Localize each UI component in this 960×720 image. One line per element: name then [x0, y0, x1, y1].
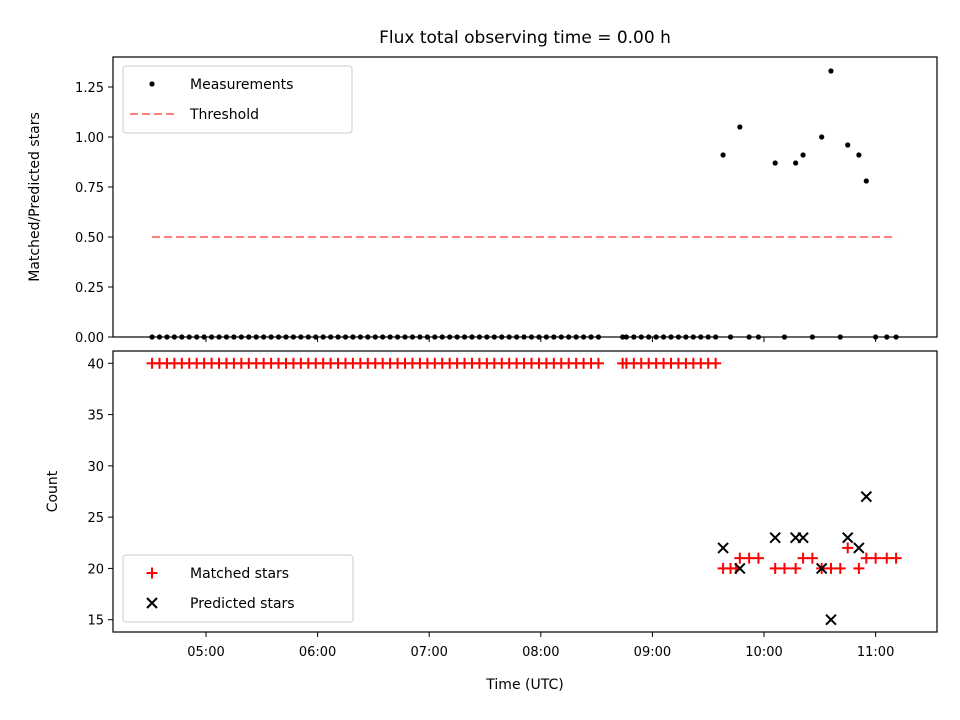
predicted-stars-point: [842, 531, 854, 544]
matched-stars-point: [778, 562, 790, 574]
predicted-stars-point-b: [734, 562, 746, 575]
count-legend-swatch-b: [146, 597, 158, 609]
matched-stars-point: [881, 552, 893, 564]
measurements-point: [856, 152, 862, 158]
predicted-stars-point-b: [815, 562, 828, 575]
count-axes-frame: [112, 350, 938, 633]
predicted-stars-point-b: [769, 531, 781, 544]
ratio-y-axis-label: Matched/Predicted stars: [27, 112, 43, 282]
predicted-stars-point-b: [853, 542, 865, 554]
count-xtick-label: 11:00: [857, 645, 894, 660]
predicted-stars-point-b: [717, 542, 729, 554]
predicted-stars-point-b: [825, 613, 837, 626]
matched-stars-point: [842, 542, 854, 554]
count-panel: 15 20 25 30 35 40 05:00 06:00 07:00 08:00 09:00 10:…: [45, 350, 938, 693]
count-xtick-label: 06:00: [299, 645, 336, 660]
ratio-ytick-label: 0.50: [75, 231, 104, 246]
chart-title: Flux total observing time = 0.00 h: [379, 28, 671, 48]
predicted-stars-point: [734, 562, 746, 575]
matched-stars-point: [870, 552, 882, 564]
ratio-panel: 0.00 0.25 0.50 0.75 1.00 1.25 Matched/Predicte…: [27, 56, 938, 346]
ratio-ytick-label: 0.00: [75, 331, 104, 346]
measurements-point: [828, 68, 834, 74]
matched-stars-point: [890, 552, 902, 564]
matched-stars-point: [860, 552, 872, 564]
matched-stars-point: [797, 552, 809, 564]
ratio-axes-frame: [112, 56, 938, 338]
count-plot-area: [146, 357, 902, 626]
count-legend-label: Predicted stars: [190, 596, 295, 612]
matched-stars-point: [825, 562, 837, 574]
measurements-point: [720, 152, 726, 158]
matched-stars-point: [769, 562, 781, 574]
count-xtick-label: 08:00: [522, 645, 559, 660]
measurements-point: [772, 160, 778, 166]
count-legend: Matched stars Predicted stars: [122, 554, 354, 623]
predicted-stars-point-b: [860, 490, 873, 503]
predicted-stars-point: [797, 531, 809, 544]
matched-stars-point: [834, 562, 846, 574]
measurements-point: [819, 134, 825, 140]
count-legend-box: [122, 554, 354, 623]
matched-stars-point: [710, 357, 722, 369]
matched-stars-point: [806, 552, 818, 564]
count-ytick-label: 35: [87, 409, 104, 424]
count-y-axis-label: Count: [45, 470, 61, 512]
count-legend-swatch: [146, 597, 158, 609]
matched-stars-point: [734, 552, 746, 564]
matched-stars-point: [853, 562, 865, 574]
ratio-ytick-label: 0.75: [75, 181, 104, 196]
ratio-legend: Measurements Threshold: [122, 65, 353, 134]
ratio-legend-label: Measurements: [190, 77, 293, 93]
predicted-stars-point-b: [842, 531, 854, 544]
predicted-stars-point: [717, 542, 729, 554]
matched-stars-point: [790, 562, 802, 574]
predicted-stars-point-b: [797, 531, 809, 544]
predicted-stars-point: [860, 490, 873, 503]
count-ytick-label: 15: [87, 614, 104, 629]
count-x-axis-label: Time (UTC): [485, 677, 563, 693]
measurements-point: [845, 142, 851, 148]
ratio-ytick-label: 1.25: [75, 81, 104, 96]
ratio-legend-swatch: [149, 81, 155, 87]
measurements-point: [800, 152, 806, 158]
ratio-ytick-label: 1.00: [75, 131, 104, 146]
predicted-stars-point: [825, 613, 837, 626]
count-xtick-label: 07:00: [410, 645, 447, 660]
ratio-legend-box: [122, 65, 353, 134]
count-ytick-label: 25: [87, 511, 104, 526]
measurements-point: [793, 160, 799, 166]
matched-stars-point: [743, 552, 755, 564]
count-legend-swatch: [146, 567, 158, 579]
count-ytick-label: 40: [87, 357, 104, 372]
measurements-point: [737, 124, 743, 130]
count-xtick-label: 05:00: [187, 645, 224, 660]
ratio-ytick-label: 0.25: [75, 281, 104, 296]
count-ytick-label: 30: [87, 460, 104, 475]
predicted-stars-point: [769, 531, 781, 544]
count-legend-label: Matched stars: [190, 566, 289, 582]
count-xtick-label: 09:00: [634, 645, 671, 660]
count-ytick-label: 20: [87, 562, 104, 577]
predicted-stars-point: [853, 542, 865, 554]
matched-stars-point: [752, 552, 764, 564]
count-xtick-label: 10:00: [745, 645, 782, 660]
matched-stars-point: [592, 357, 604, 369]
ratio-legend-label: Threshold: [189, 107, 259, 123]
measurements-point: [863, 178, 869, 184]
predicted-stars-point: [815, 562, 828, 575]
